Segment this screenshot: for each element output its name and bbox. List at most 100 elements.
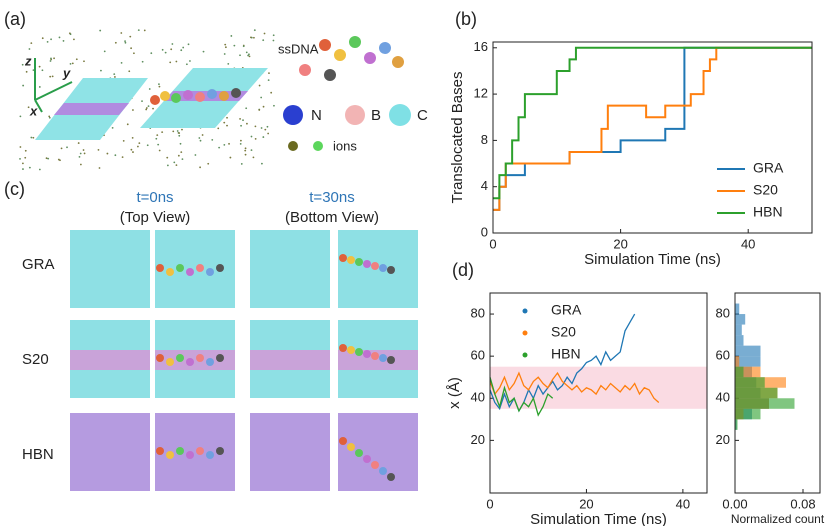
ion [137,29,140,32]
ion [248,53,250,56]
hist-bar [735,356,761,367]
panel-label: (a) [4,9,26,29]
hist-bar [735,356,740,367]
ion [66,146,68,149]
legend-label: HBN [753,204,783,220]
ion [260,96,263,99]
ion [53,57,55,60]
ion [185,63,188,66]
ion [198,137,201,139]
ion [239,118,241,120]
ion [224,43,227,46]
ion [150,52,153,55]
ion [141,100,143,103]
ion [164,51,167,54]
dna-bead [371,262,379,270]
ion [179,142,182,145]
ion [114,76,116,78]
ion [254,125,257,128]
ion [233,44,236,47]
legend-label: HBN [551,346,581,362]
ion [244,149,247,152]
x-tick-label: 40 [741,236,755,251]
ion [262,105,265,108]
axis-name: z [24,53,32,68]
series-line [489,377,554,417]
ion [199,139,202,142]
ion [181,128,183,131]
y-tick-label: 40 [471,390,485,405]
atom-n [283,105,303,125]
ion [226,116,228,119]
ion [129,35,132,38]
ion [146,144,149,147]
ion [187,43,190,46]
ion [244,147,247,150]
ion [239,142,242,145]
ion [253,36,255,39]
ion [50,38,52,41]
axis-name: y [62,65,71,80]
ion [169,61,172,64]
ion [182,46,185,49]
ion [62,40,65,42]
ion [30,136,33,139]
ion [260,127,263,129]
ion [161,131,164,133]
ion [38,86,41,88]
ion [263,32,266,35]
ion [171,43,174,45]
y-tick-label: 12 [474,86,488,101]
legend-label: S20 [753,182,778,198]
row-label: GRA [22,256,55,273]
row-label: HBN [22,446,54,463]
ion [230,35,233,37]
ion [250,36,252,39]
dna-bead [371,461,379,469]
ion [211,138,214,141]
x-tick-label: 20 [613,236,627,251]
dna-bead [156,264,164,272]
ion [24,156,27,159]
dna-bead [166,451,174,459]
snapshot [250,230,330,308]
ion [121,156,124,159]
x-tick-label: 0 [489,236,496,251]
ion [122,139,125,142]
legend-label: GRA [753,160,784,176]
dna-bead [196,354,204,362]
plot-frame [489,292,708,494]
dna-bead [355,449,363,457]
hist-bar [735,314,746,325]
y-tick-label: 60 [716,348,730,363]
ion [223,143,226,146]
axis-name: x [29,103,38,118]
ion [148,88,151,90]
hist-bar [735,419,738,430]
atom-label: B [371,107,381,124]
ion [73,38,75,41]
ion [22,168,24,170]
ion [253,29,256,32]
ion [180,49,183,52]
y-tick-label: 0 [481,224,488,239]
ion [224,46,227,49]
ion [250,149,253,152]
dna-bead [347,443,355,451]
ion [147,105,150,108]
ion [245,107,248,110]
ion [106,152,109,155]
dna-bead [186,358,194,366]
dna-bead [206,358,214,366]
ion [97,148,100,151]
hist-bar [735,366,761,378]
panel-label: (d) [452,260,474,280]
dna-bead [355,258,363,266]
dna-bead [186,451,194,459]
ion [166,156,169,159]
x-axis-label: Simulation Time (ns) [584,251,721,268]
ion [223,53,226,55]
hist-bar [735,335,744,346]
x-tick-label: 40 [676,496,690,511]
legend-swatch [522,308,528,314]
